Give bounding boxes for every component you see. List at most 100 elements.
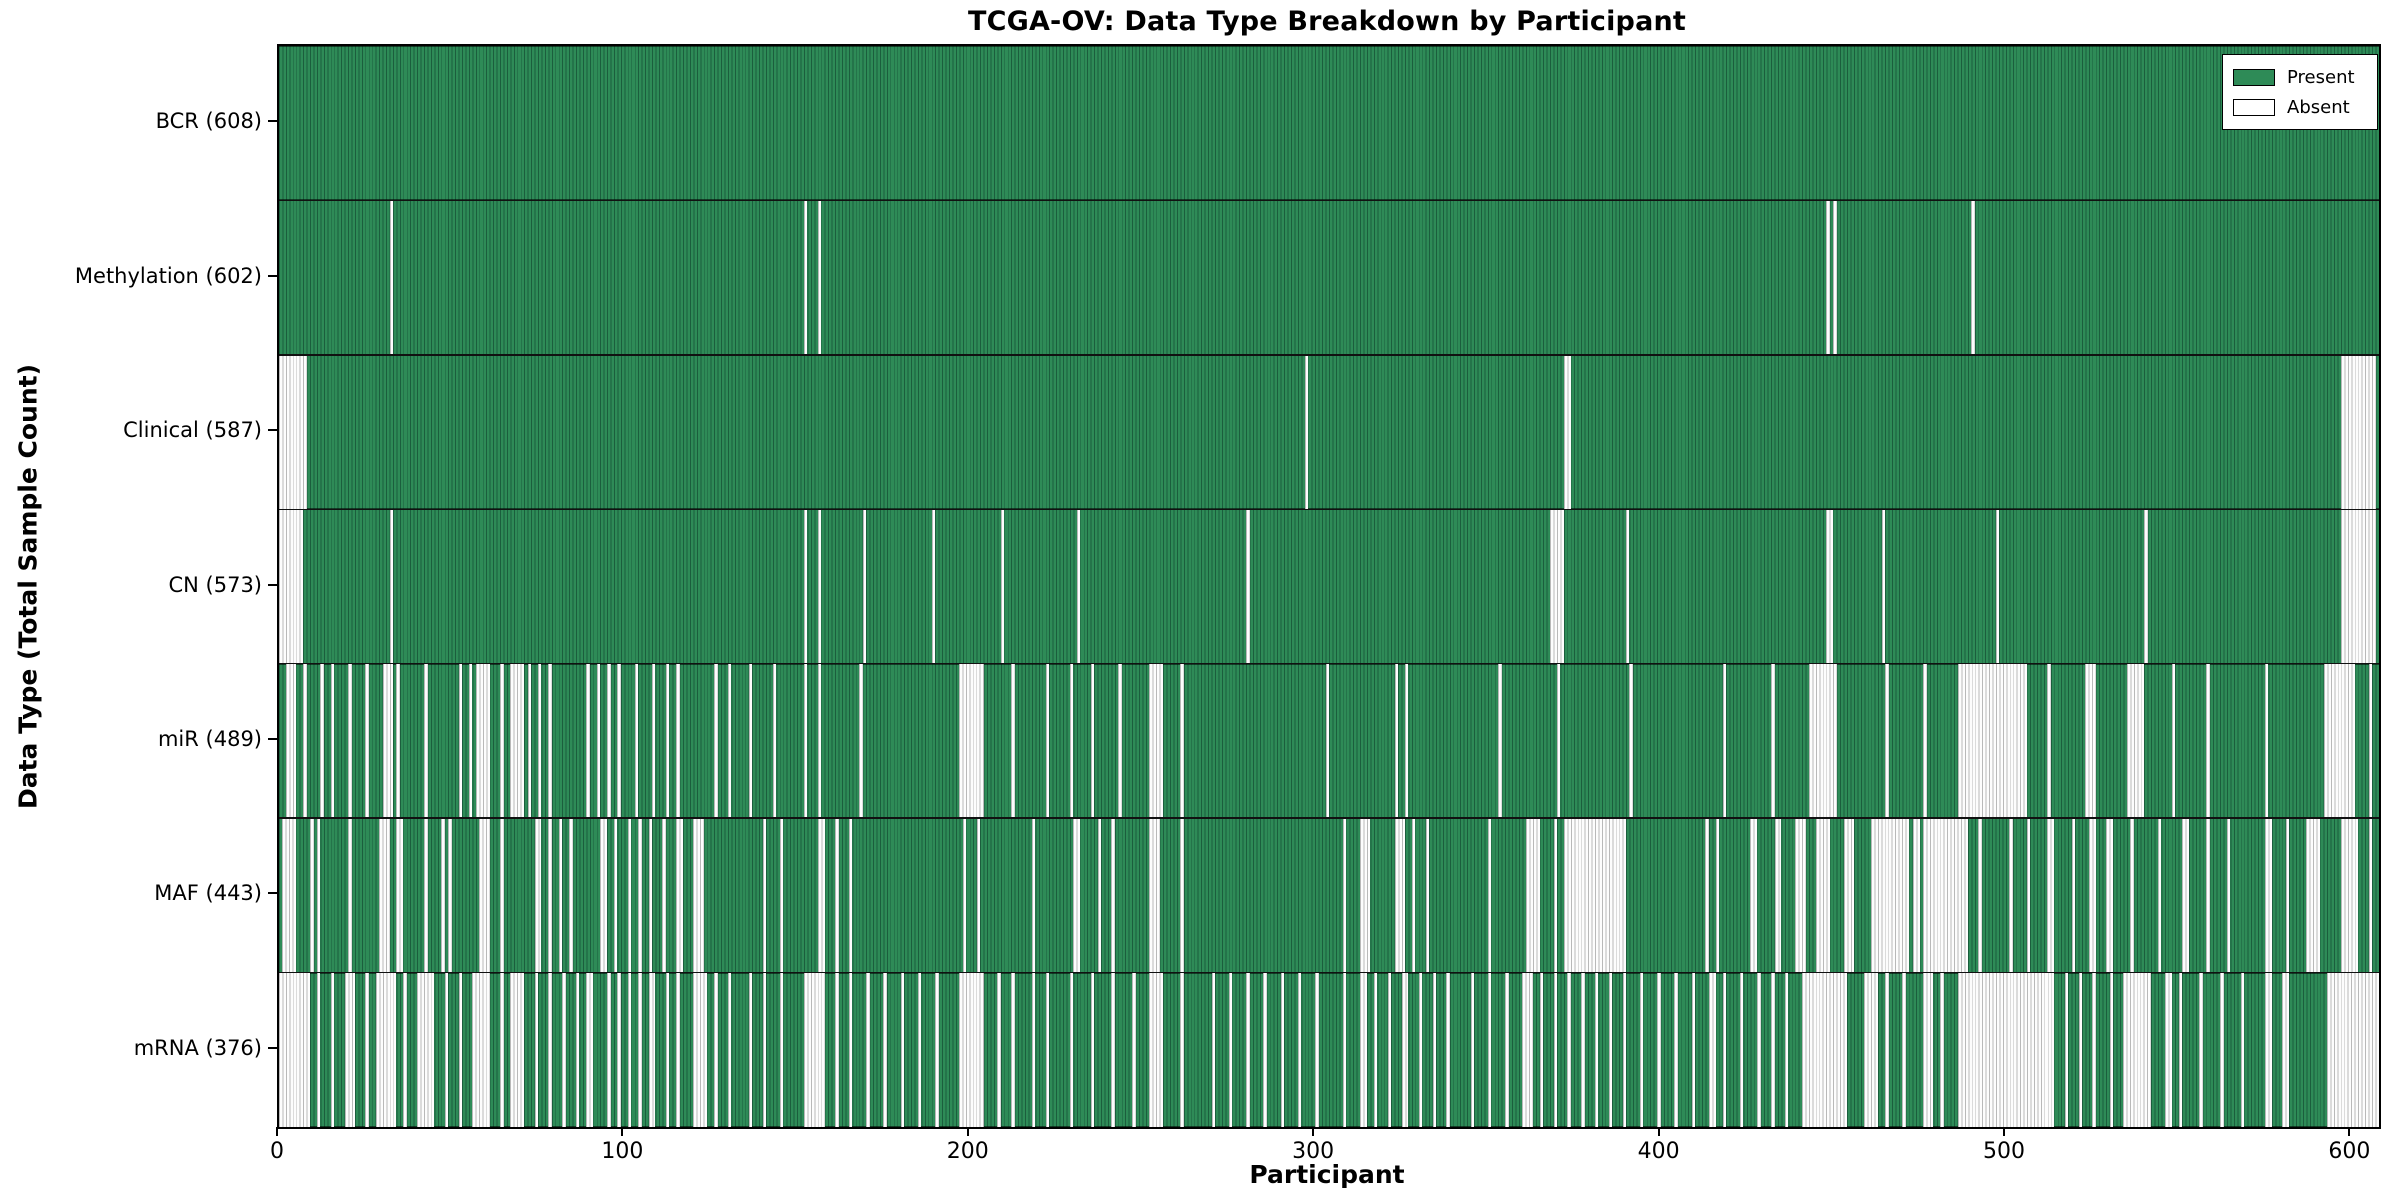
absent-segment <box>617 972 621 1127</box>
absent-segment <box>976 818 981 973</box>
absent-segment <box>1816 818 1830 973</box>
absent-segment <box>1722 663 1727 819</box>
absent-segment <box>458 663 463 819</box>
absent-segment <box>344 972 355 1127</box>
absent-segment <box>1940 972 1944 1127</box>
absent-segment <box>417 972 435 1127</box>
absent-segment <box>2026 818 2031 973</box>
absent-segment <box>614 818 618 973</box>
absent-segment <box>676 663 680 819</box>
absent-segment <box>2323 663 2355 819</box>
absent-segment <box>389 509 393 664</box>
absent-segment <box>458 972 463 1127</box>
absent-segment <box>1522 972 1533 1127</box>
absent-segment <box>665 663 670 819</box>
absent-segment <box>1097 818 1102 973</box>
absent-segment <box>1885 663 1889 819</box>
absent-segment <box>1826 200 1830 355</box>
absent-segment <box>2092 972 2096 1127</box>
absent-segment <box>1864 972 1879 1127</box>
absent-segment <box>2164 972 2172 1127</box>
absent-segment <box>1505 972 1509 1127</box>
absent-segment <box>935 972 939 1127</box>
absent-segment <box>762 818 766 973</box>
absent-segment <box>1833 200 1837 355</box>
absent-segment <box>1774 818 1782 973</box>
absent-segment <box>652 663 656 819</box>
absent-segment <box>1826 509 1834 664</box>
absent-segment <box>310 818 314 973</box>
absent-segment <box>1567 972 1571 1127</box>
y-tick-label-mir: miR (489) <box>157 726 262 751</box>
absent-segment <box>662 818 666 973</box>
absent-segment <box>479 818 490 973</box>
absent-segment <box>1069 663 1074 819</box>
absent-segment <box>2220 972 2224 1127</box>
absent-segment <box>1722 972 1727 1127</box>
absent-segment <box>1995 509 2000 664</box>
absent-segment <box>2009 818 2013 973</box>
x-tick-label-0: 0 <box>270 1139 284 1164</box>
absent-segment <box>1923 818 1968 973</box>
absent-segment <box>804 972 825 1127</box>
absent-segment <box>859 663 863 819</box>
absent-segment <box>748 663 753 819</box>
absent-segment <box>330 972 335 1127</box>
absent-segment <box>534 972 539 1127</box>
heatmap-row-maf <box>279 818 2379 973</box>
absent-segment <box>772 663 777 819</box>
absent-segment <box>279 972 311 1127</box>
x-tick-mark <box>2002 1127 2005 1136</box>
absent-segment <box>586 972 594 1127</box>
absent-segment <box>282 818 297 973</box>
y-tick-mark <box>268 892 277 895</box>
absent-segment <box>959 972 984 1127</box>
absent-segment <box>2227 818 2231 973</box>
absent-segment <box>2265 663 2269 819</box>
absent-segment <box>1111 818 1115 973</box>
legend-item-present: Present <box>2233 62 2367 92</box>
absent-segment <box>638 972 642 1127</box>
absent-segment <box>1708 972 1716 1127</box>
absent-segment <box>1750 818 1758 973</box>
y-tick-mark <box>268 274 277 277</box>
absent-segment <box>330 663 335 819</box>
absent-segment <box>728 663 732 819</box>
absent-segment <box>1228 972 1233 1127</box>
absent-segment <box>2109 972 2114 1127</box>
absent-segment <box>500 663 504 819</box>
absent-segment <box>2144 509 2148 664</box>
absent-segment <box>817 509 822 664</box>
absent-segment <box>1180 818 1184 973</box>
absent-segment <box>365 663 369 819</box>
absent-segment <box>2265 818 2272 973</box>
absent-segment <box>1211 972 1216 1127</box>
absent-segment <box>1180 663 1184 819</box>
absent-segment <box>2071 818 2076 973</box>
absent-segment <box>997 972 1001 1127</box>
legend-swatch-present <box>2233 68 2275 86</box>
absent-segment <box>1795 818 1806 973</box>
absent-segment <box>2078 972 2082 1127</box>
absent-segment <box>1771 663 1775 819</box>
absent-segment <box>2341 509 2376 664</box>
y-tick-mark <box>268 737 277 740</box>
absent-segment <box>1556 663 1561 819</box>
absent-segment <box>382 663 393 819</box>
x-tick-mark <box>1312 1127 1315 1136</box>
plot-area <box>277 44 2381 1129</box>
absent-segment <box>548 663 552 819</box>
absent-segment <box>804 663 808 819</box>
absent-segment <box>1360 818 1371 973</box>
absent-segment <box>444 972 449 1127</box>
y-tick-mark <box>268 120 277 123</box>
absent-segment <box>558 818 563 973</box>
absent-segment <box>1111 972 1115 1127</box>
absent-segment <box>1912 818 1920 973</box>
absent-segment <box>1871 818 1910 973</box>
x-tick-mark <box>966 1127 969 1136</box>
absent-segment <box>2240 972 2245 1127</box>
absent-segment <box>316 818 321 973</box>
absent-segment <box>1180 972 1184 1127</box>
absent-segment <box>303 663 307 819</box>
